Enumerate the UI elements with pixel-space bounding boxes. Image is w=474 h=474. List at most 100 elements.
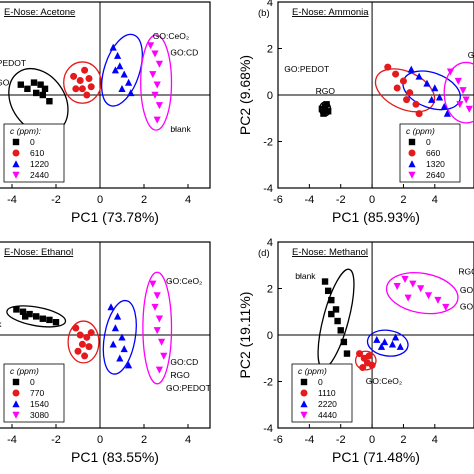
annotation-marker: + xyxy=(461,270,465,276)
data-point-0-5 xyxy=(46,316,53,324)
annotation-label-4: blank xyxy=(170,124,191,134)
data-point-4440-0 xyxy=(393,282,401,290)
data-point-2640-3 xyxy=(462,96,470,104)
data-point-660-5 xyxy=(412,100,420,108)
annotation-marker: + xyxy=(169,386,173,392)
x-tick-label: 4 xyxy=(432,434,438,446)
annotation-marker: + xyxy=(463,304,467,310)
plot-area: +GO:PEDOT+RGO+GO xyxy=(278,2,474,188)
x-tick-label: -6 xyxy=(273,194,283,206)
data-point-1220-5 xyxy=(111,66,119,74)
data-point-1540-3 xyxy=(118,333,126,341)
annotation-label-2: GO:PEDOT xyxy=(0,58,26,68)
panel-2: +GO:PEDOT+RGO+GOE-Nose: Ammonia(b)-6-4-2… xyxy=(237,0,474,225)
x-tick-label: -2 xyxy=(51,194,61,206)
legend-marker-0 xyxy=(408,138,416,146)
annotation-marker: + xyxy=(369,379,373,385)
data-point-1540-4 xyxy=(120,345,128,353)
data-point-0-6 xyxy=(52,319,60,326)
legend-marker-2440 xyxy=(12,171,20,179)
data-point-0-5 xyxy=(337,327,344,334)
x-axis-title: PC1 (85.93%) xyxy=(332,209,420,225)
x-axis-title: PC1 (83.55%) xyxy=(71,449,159,465)
data-point-0-3 xyxy=(332,306,340,313)
legend-marker-0 xyxy=(300,378,308,386)
data-point-610-7 xyxy=(83,91,91,99)
x-tick-label: 4 xyxy=(432,194,438,206)
confidence-ellipse-770 xyxy=(67,320,100,364)
x-tick-label: 2 xyxy=(141,194,147,206)
panel-1: +GO:CeO₂+GO:CD+GO:PEDOT+RGO+blankE-Nose:… xyxy=(0,1,211,225)
plot-area: +blank+GO:CeO₂+RGO+GO+GO xyxy=(278,242,474,428)
data-point-2640-4 xyxy=(465,105,473,113)
annotation-marker: + xyxy=(319,89,323,95)
data-point-1320-5 xyxy=(440,102,448,110)
data-point-2440-3 xyxy=(149,71,157,79)
data-point-0-6 xyxy=(340,338,348,346)
panel-label: (b) xyxy=(258,8,270,19)
legend-entry: 0 xyxy=(30,137,35,147)
panel-3: +GO:CeO₂+GO:CD+RGO+GO:PEDOT+blankE-Nose:… xyxy=(0,241,211,465)
data-point-0-0 xyxy=(321,278,329,285)
data-point-1540-0 xyxy=(107,303,115,311)
y-tick-label: 0 xyxy=(267,330,273,342)
data-point-3080-3 xyxy=(155,315,163,323)
data-point-2440-0 xyxy=(147,42,155,50)
data-point-660-2 xyxy=(399,77,407,85)
data-point-1540-1 xyxy=(114,312,122,320)
confidence-ellipse-1220 xyxy=(101,33,143,107)
data-point-0-5 xyxy=(39,91,46,99)
data-point-1110-5 xyxy=(365,352,373,360)
legend-entry: 2220 xyxy=(318,399,337,409)
data-point-0-7 xyxy=(22,313,29,320)
data-point-610-0 xyxy=(70,72,78,80)
plot-area: +GO:CeO₂+GO:CD+RGO+GO:PEDOT+blank xyxy=(0,242,210,428)
legend-marker-1220 xyxy=(12,160,20,168)
x-tick-label: -2 xyxy=(336,434,346,446)
legend-marker-770 xyxy=(12,389,20,397)
data-point-1220-6 xyxy=(118,85,126,92)
legend-title: c (ppm) xyxy=(10,366,39,376)
confidence-ellipse-1540 xyxy=(102,299,137,375)
x-axis-title: PC1 (71.48%) xyxy=(332,449,420,465)
data-point-1320-1 xyxy=(415,72,423,80)
data-point-2220-3 xyxy=(396,342,404,350)
y-tick-label: 4 xyxy=(267,237,273,249)
legend-marker-0 xyxy=(12,138,20,146)
data-point-1220-1 xyxy=(114,51,122,59)
x-tick-label: -4 xyxy=(7,194,17,206)
data-point-0-7 xyxy=(343,350,351,357)
legend-entry: 3080 xyxy=(30,410,49,420)
data-point-770-1 xyxy=(76,331,84,339)
x-tick-label: 4 xyxy=(185,194,191,206)
annotation-label-0: GO:CeO₂ xyxy=(166,276,202,286)
annotation-label-2: GO xyxy=(468,50,474,60)
annotation-label-0: blank xyxy=(295,271,316,281)
x-tick-label: -6 xyxy=(273,434,283,446)
annotation-marker: + xyxy=(471,53,474,59)
panel-title: E-Nose: Methanol xyxy=(292,247,368,258)
data-point-2440-5 xyxy=(151,91,159,99)
legend-marker-4440 xyxy=(300,411,308,419)
data-point-1540-7 xyxy=(109,340,117,348)
legend-title: c (ppm): xyxy=(10,126,42,136)
annotation-label-1: GO:CeO₂ xyxy=(366,376,402,386)
data-point-0-1 xyxy=(19,308,27,315)
annotation-marker: + xyxy=(287,67,291,73)
x-tick-label: 4 xyxy=(185,434,191,446)
annotation-label-2: RGO xyxy=(170,370,190,380)
data-point-610-5 xyxy=(78,85,86,93)
data-point-2440-2 xyxy=(155,60,163,68)
data-point-1220-2 xyxy=(116,62,124,70)
data-point-0-6 xyxy=(46,98,53,105)
data-point-770-2 xyxy=(83,333,91,341)
data-point-770-7 xyxy=(87,329,95,337)
annotation-label-0: GO:PEDOT xyxy=(284,64,329,74)
data-point-2220-1 xyxy=(381,338,389,346)
data-point-2440-4 xyxy=(153,81,161,89)
annotation-label-1: GO:CD xyxy=(170,357,198,367)
